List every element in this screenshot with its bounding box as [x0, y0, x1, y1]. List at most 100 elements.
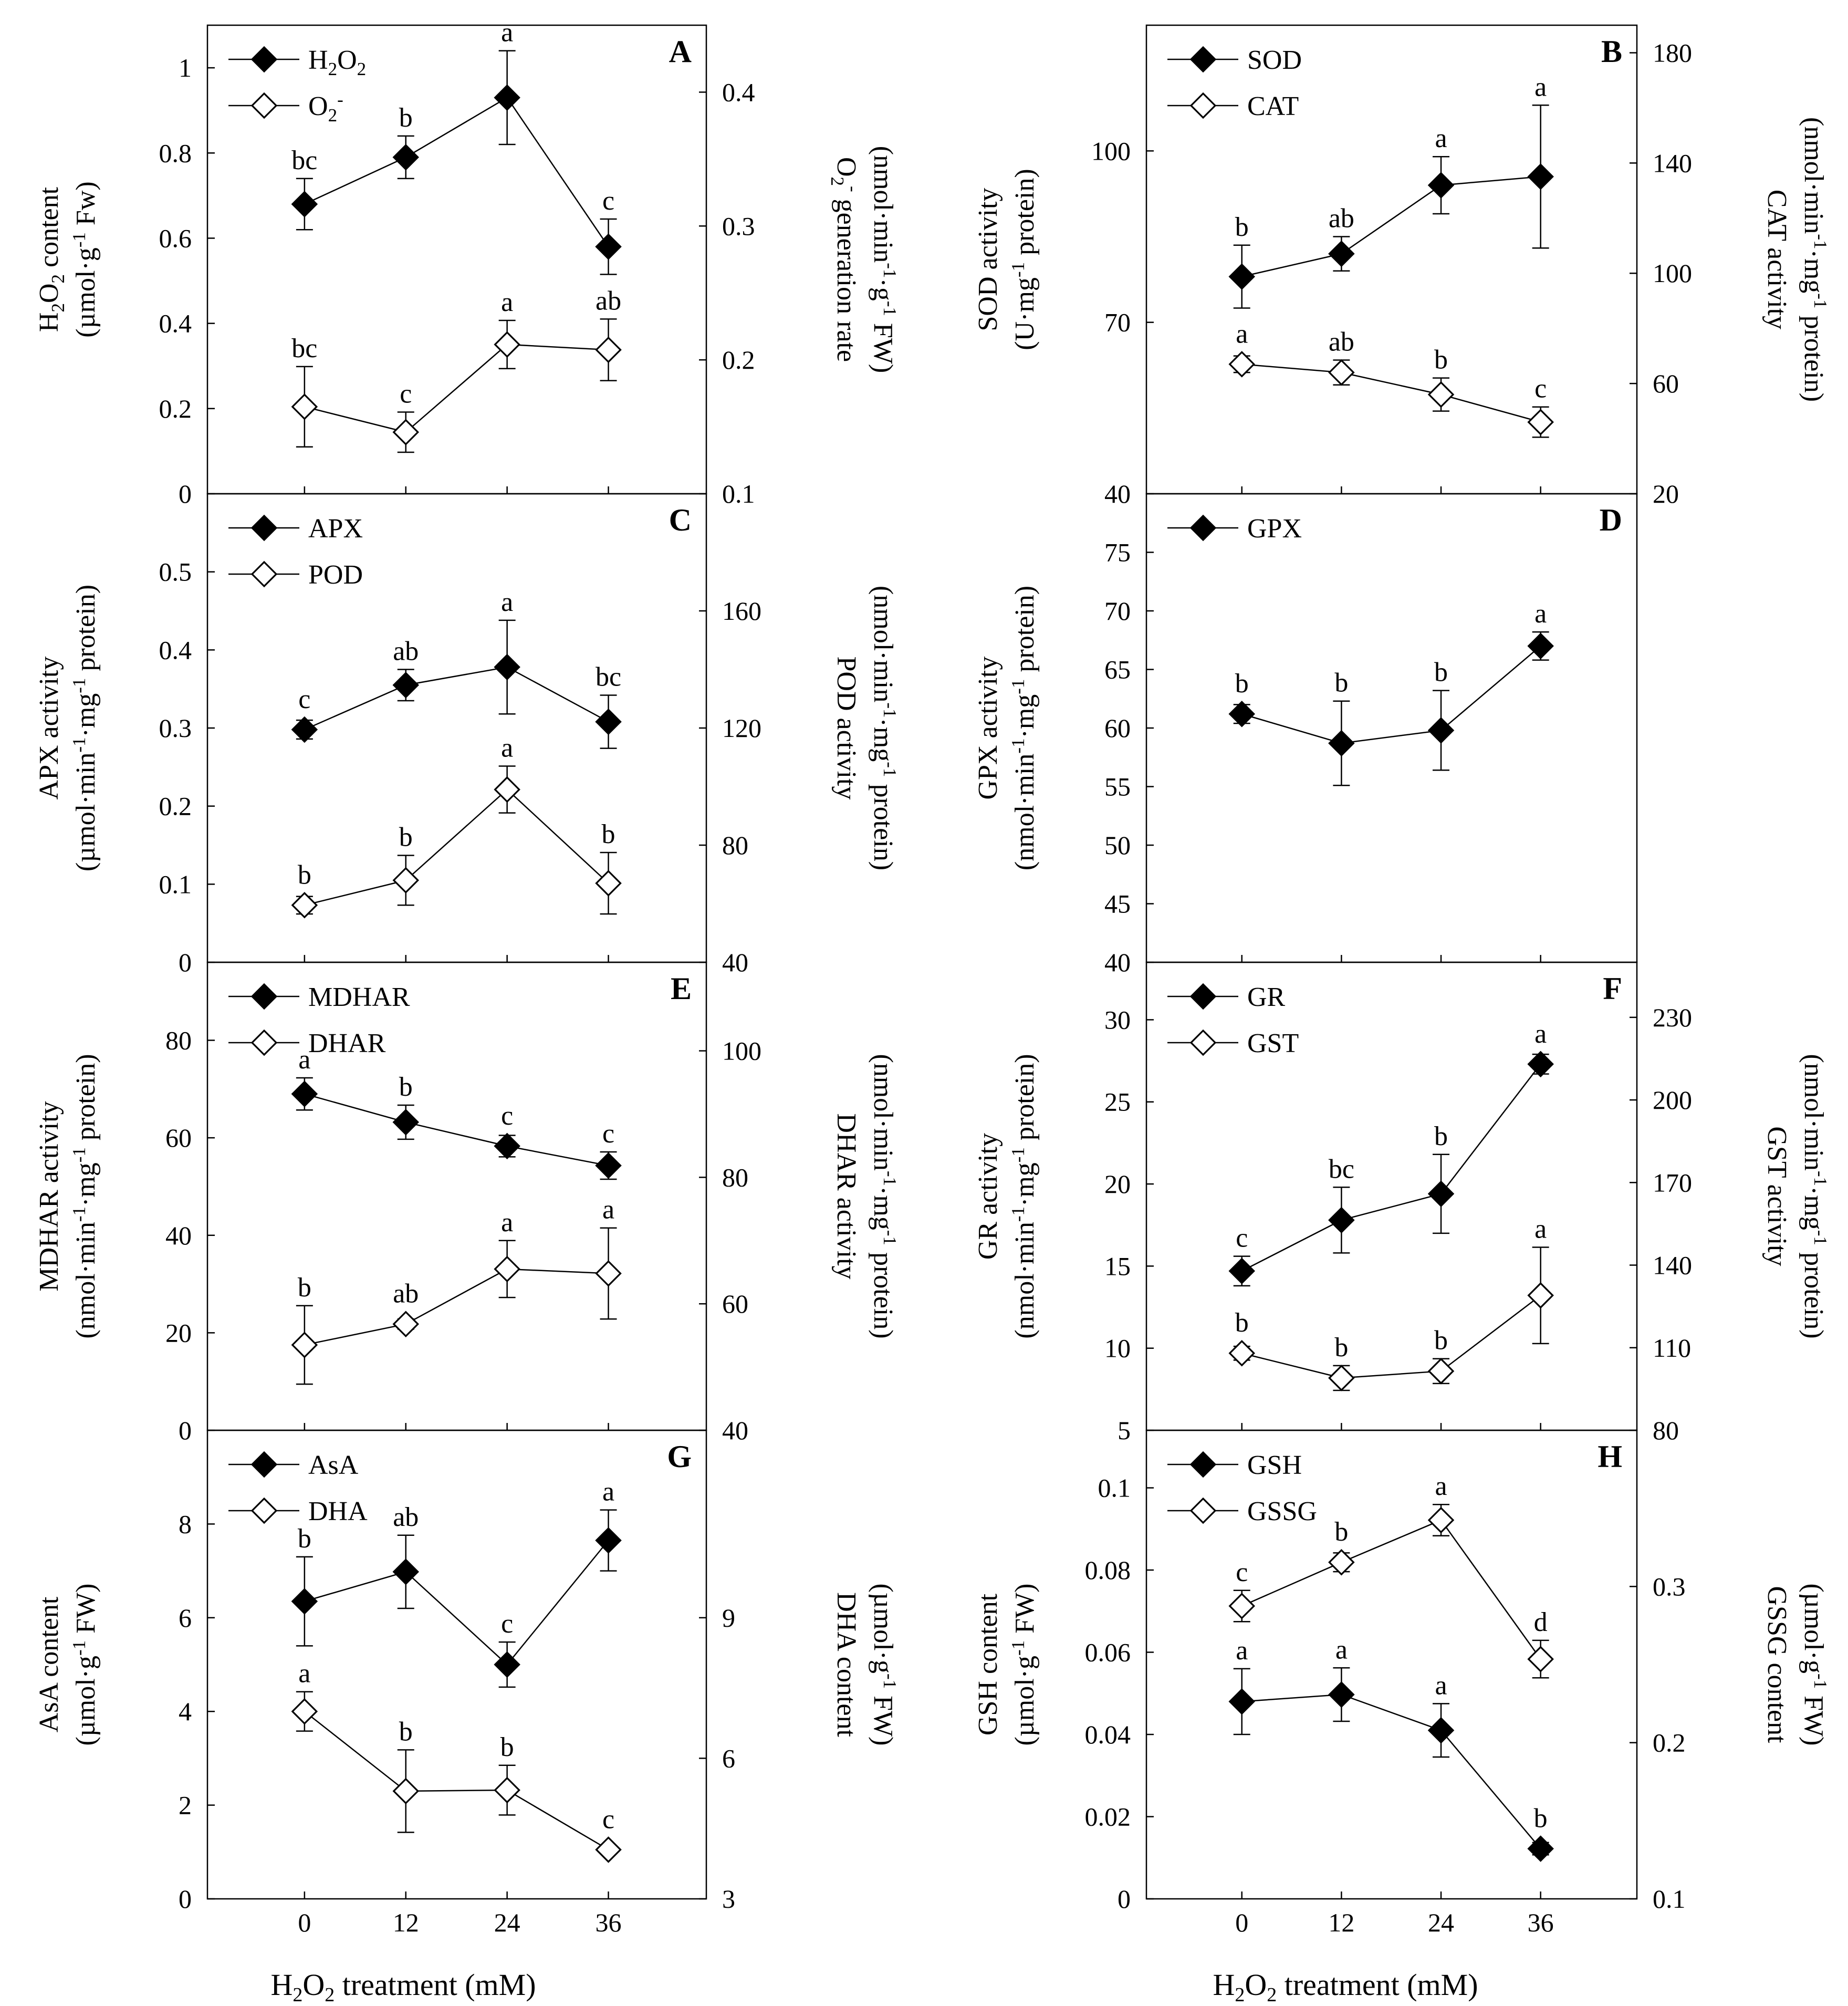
- data-point: [291, 1332, 318, 1358]
- legend-marker: [250, 1497, 278, 1524]
- legend-label: DHA: [308, 1496, 368, 1526]
- y-tick-label-right: 230: [1653, 1003, 1692, 1032]
- legend-marker: [250, 1029, 278, 1056]
- text-run: GSSG: [1247, 1496, 1317, 1526]
- y-axis-label-left: AsA content: [34, 1596, 64, 1732]
- legend-marker: [250, 560, 278, 588]
- text-run: FW): [1799, 1689, 1829, 1745]
- series-line: [304, 97, 609, 247]
- text-run: GST activity: [1762, 1126, 1792, 1266]
- series-filled: c bc b a: [1228, 1019, 1554, 1287]
- y-tick-label-left: 15: [1104, 1251, 1131, 1281]
- data-point: [1228, 351, 1256, 378]
- significance-label: b: [1534, 1804, 1548, 1834]
- y-axis-label-right: CAT activity: [1762, 190, 1792, 329]
- significance-label: c: [400, 379, 412, 409]
- text-run: protein): [1799, 308, 1829, 402]
- significance-label: c: [501, 1609, 513, 1639]
- legend-marker: [1189, 46, 1217, 73]
- text-run: protein): [71, 1054, 101, 1147]
- y-axis-label-left: H2O2 content: [34, 186, 68, 332]
- data-point: [1427, 1358, 1455, 1385]
- significance-label: bc: [291, 334, 317, 363]
- text-run: GST: [1247, 1028, 1299, 1058]
- legend-marker: [1189, 1497, 1217, 1524]
- y-tick-label-left: 0: [179, 479, 192, 508]
- legend-label: DHAR: [308, 1028, 386, 1058]
- y-tick-label-left: 80: [165, 1026, 192, 1055]
- data-point: [494, 653, 520, 681]
- text-run: 2: [48, 303, 68, 313]
- y-tick-label-left: 0: [179, 1884, 192, 1914]
- significance-label: a: [1435, 1471, 1447, 1501]
- significance-label: c: [298, 684, 310, 714]
- y-axis-label-left: APX activity: [34, 657, 64, 800]
- text-run: O: [337, 45, 357, 75]
- text-run: -1: [69, 678, 89, 693]
- y-tick-label-left: 0.3: [159, 713, 192, 743]
- data-point: [1527, 1646, 1554, 1672]
- significance-label: ab: [596, 286, 621, 316]
- y-tick-label-right: 100: [1653, 258, 1692, 288]
- significance-label: a: [298, 1659, 310, 1689]
- legend-entry: SOD: [1167, 45, 1302, 75]
- text-run: -1: [1810, 1171, 1831, 1186]
- legend-marker: [1189, 514, 1217, 542]
- plot-frame: [206, 493, 707, 963]
- data-point: [1427, 172, 1455, 199]
- series-line: [304, 1268, 609, 1346]
- significance-label: a: [1534, 1214, 1547, 1244]
- text-run: (µmol·g: [1010, 1656, 1040, 1746]
- significance-label: bc: [291, 145, 317, 175]
- data-point: [494, 84, 520, 111]
- text-run: (nmol·min: [1799, 117, 1829, 234]
- data-point: [1228, 1688, 1256, 1715]
- y-tick-label-right: 80: [722, 1162, 748, 1192]
- data-point: [595, 1260, 622, 1287]
- data-point: [392, 144, 420, 171]
- legend-entry: GPX: [1167, 514, 1302, 544]
- text-run: POD activity: [831, 657, 861, 800]
- significance-label: b: [1235, 669, 1249, 699]
- y-axis-label-left: (µmol·min-1·mg-1 protein): [69, 585, 101, 871]
- text-run: protein): [1799, 1245, 1829, 1339]
- panel-letter: H: [1598, 1439, 1622, 1474]
- y-tick-label-left: 10: [1104, 1334, 1131, 1363]
- y-tick-label-left: 60: [1104, 713, 1131, 743]
- y-axis-label-left: (µmol·g-1 FW): [69, 1584, 101, 1746]
- data-point: [1527, 632, 1554, 660]
- y-axis-label-right: POD activity: [831, 657, 861, 800]
- y-tick-label-left: 0.2: [159, 792, 192, 821]
- text-run: (U·mg: [1010, 277, 1040, 350]
- text-run: FW): [1010, 1584, 1040, 1640]
- y-tick-label-left: 20: [165, 1318, 192, 1347]
- y-tick-label-right: 140: [1653, 1251, 1692, 1280]
- series-open: b ab a a: [291, 1195, 622, 1385]
- legend-label: SOD: [1247, 45, 1302, 75]
- legend-label: MDHAR: [308, 982, 410, 1012]
- text-run: FW): [868, 316, 898, 373]
- y-axis-label-left: MDHAR activity: [34, 1101, 64, 1292]
- y-tick-label-left: 65: [1104, 655, 1131, 684]
- text-run: GPX activity: [973, 657, 1003, 800]
- significance-label: b: [399, 1072, 413, 1102]
- y-tick-label-left: 100: [1091, 136, 1131, 165]
- y-tick-label-left: 20: [1104, 1169, 1131, 1199]
- y-tick-label-left: 0.8: [159, 138, 192, 168]
- significance-label: c: [1534, 374, 1547, 404]
- legend-marker: [250, 92, 278, 119]
- y-tick-label-left: 60: [165, 1123, 192, 1152]
- significance-label: b: [1334, 668, 1348, 698]
- text-run: -1: [880, 301, 900, 316]
- significance-label: ab: [393, 1279, 419, 1309]
- text-run: (µmol·g: [71, 1656, 101, 1746]
- text-run: POD: [308, 560, 363, 590]
- text-run: APX activity: [34, 657, 64, 800]
- text-run: protein): [1010, 586, 1040, 679]
- text-run: 2: [328, 105, 338, 126]
- y-tick-label-right: 170: [1653, 1168, 1692, 1197]
- y-tick-label-right: 60: [1653, 369, 1679, 398]
- data-point: [1527, 163, 1554, 190]
- y-tick-label-right: 200: [1653, 1085, 1692, 1115]
- x-tick-label: 12: [393, 1908, 419, 1937]
